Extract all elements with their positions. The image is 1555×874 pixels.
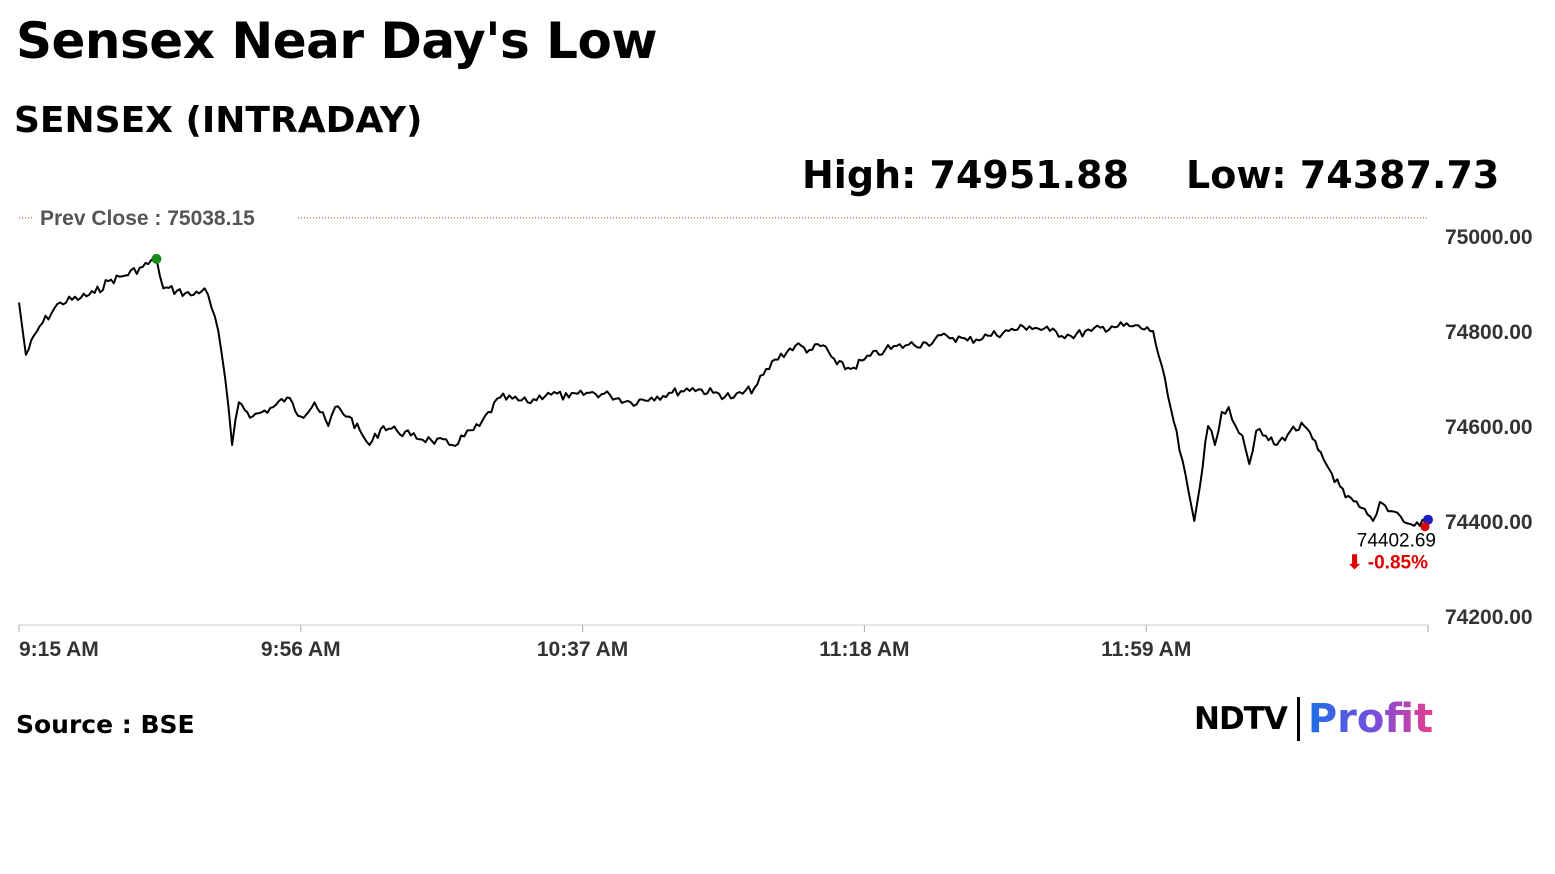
day-low-marker — [1420, 522, 1430, 532]
prev-close-label: Prev Close : 75038.15 — [40, 207, 255, 230]
last-value-label: 74402.69 — [1357, 531, 1436, 552]
logo-profit-text: Profit — [1307, 696, 1434, 742]
logo-ndtv-text: NDTV — [1194, 701, 1288, 737]
page-title: Sensex Near Day's Low — [16, 12, 658, 70]
x-tick-label: 11:18 AM — [819, 638, 909, 661]
last-price-marker — [1423, 514, 1433, 525]
x-tick-label: 11:59 AM — [1101, 638, 1191, 661]
y-tick-label: 74800.00 — [1445, 321, 1533, 344]
x-tick-label: 9:15 AM — [19, 638, 99, 661]
last-change-label: ⬇ -0.85% — [1347, 553, 1429, 574]
intraday-chart: Prev Close : 75038.15 75000.00 74800.00 74… — [18, 205, 1533, 661]
chart-subtitle: SENSEX (INTRADAY) — [14, 100, 423, 141]
x-tick-label: 9:56 AM — [261, 638, 341, 661]
sensex-price-line — [18, 256, 1429, 527]
day-low-stat: Low: 74387.73 — [1186, 153, 1500, 197]
y-tick-label: 74400.00 — [1445, 511, 1533, 534]
day-high-marker — [151, 253, 162, 264]
source-note: Source : BSE — [16, 710, 195, 739]
logo-divider — [1296, 697, 1300, 741]
y-tick-label: 75000.00 — [1445, 226, 1533, 249]
y-tick-label: 74600.00 — [1445, 416, 1533, 439]
day-high-stat: High: 74951.88 — [802, 153, 1130, 197]
y-tick-label: 74200.00 — [1445, 606, 1533, 629]
ndtv-profit-logo: NDTV Profit — [1194, 694, 1433, 744]
prev-close-label-bg — [34, 205, 296, 230]
x-tick-label: 10:37 AM — [537, 638, 628, 661]
